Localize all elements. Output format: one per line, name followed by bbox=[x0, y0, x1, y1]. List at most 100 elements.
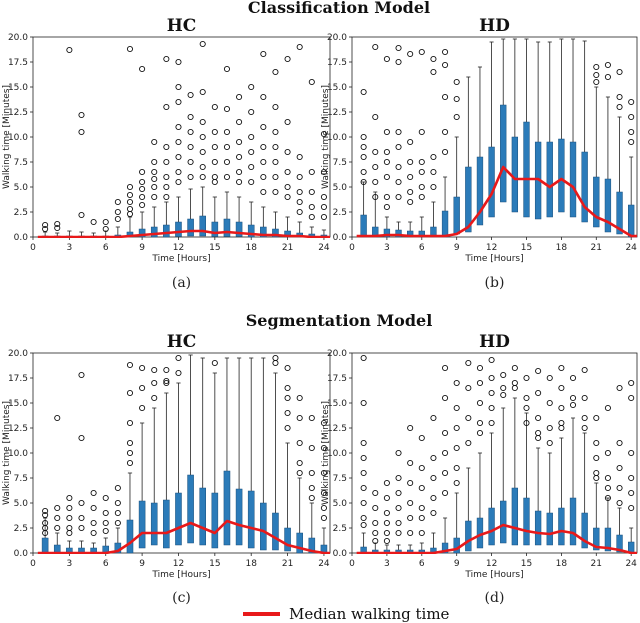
outlier-point bbox=[151, 168, 158, 176]
outlier-point bbox=[558, 384, 565, 392]
box bbox=[138, 228, 146, 238]
outlier-point bbox=[418, 128, 425, 136]
outlier-point bbox=[430, 414, 437, 422]
outlier-point bbox=[476, 399, 484, 407]
median-line bbox=[356, 523, 637, 554]
outlier-point bbox=[360, 514, 367, 522]
outlier-point bbox=[114, 215, 121, 223]
outlier-point bbox=[442, 61, 449, 69]
box bbox=[593, 527, 600, 551]
legend: Median walking time bbox=[243, 605, 450, 623]
outlier-point bbox=[54, 224, 61, 232]
outlier-point bbox=[383, 173, 390, 181]
outlier-point bbox=[628, 449, 635, 457]
outlier-point bbox=[372, 178, 379, 186]
outlier-point bbox=[236, 93, 243, 101]
box bbox=[260, 226, 267, 238]
outlier-point bbox=[163, 103, 170, 111]
outlier-point bbox=[78, 371, 85, 379]
y-tick-label: 7.5 bbox=[14, 158, 28, 168]
x-tick-label: 3 bbox=[67, 243, 73, 253]
outlier-point bbox=[78, 111, 85, 119]
x-tick-label: 12 bbox=[486, 559, 497, 569]
outlier-point bbox=[604, 61, 611, 69]
x-tick-label: 24 bbox=[318, 243, 330, 253]
y-tick-label: 5.0 bbox=[14, 183, 29, 193]
x-tick-label: 18 bbox=[245, 559, 257, 569]
y-tick-label: 7.5 bbox=[333, 158, 347, 168]
outlier-point bbox=[442, 449, 449, 457]
outlier-point bbox=[372, 193, 379, 201]
x-tick-label: 15 bbox=[209, 559, 220, 569]
outlier-point bbox=[308, 414, 315, 422]
outlier-point bbox=[126, 419, 134, 427]
box bbox=[546, 141, 553, 218]
x-tick-label: 15 bbox=[521, 559, 532, 569]
panel-caption: (c) bbox=[172, 590, 191, 606]
y-tick-label: 7.5 bbox=[333, 474, 347, 484]
x-tick-label: 15 bbox=[209, 243, 220, 253]
outlier-point bbox=[211, 103, 218, 111]
outlier-point bbox=[248, 108, 255, 116]
outlier-point bbox=[360, 143, 367, 151]
outlier-point bbox=[308, 494, 315, 502]
box bbox=[187, 218, 194, 237]
x-tick-label: 12 bbox=[486, 243, 497, 253]
outlier-point bbox=[139, 364, 146, 372]
outlier-point bbox=[465, 384, 472, 392]
y-tick-label: 0.0 bbox=[14, 549, 29, 559]
outlier-point bbox=[260, 93, 267, 101]
outlier-point bbox=[260, 158, 267, 166]
outlier-point bbox=[430, 68, 437, 76]
chart-panel: HD 0.0 2.5 5.0 7.5 10.0 12.5 15.0 17.5 20.0 0 3 6 9 12… bbox=[321, 332, 638, 606]
y-tick-label: 0.0 bbox=[333, 233, 348, 243]
outlier-point bbox=[372, 148, 379, 156]
outlier-point bbox=[616, 464, 623, 472]
box bbox=[260, 502, 267, 551]
outlier-point bbox=[430, 494, 437, 502]
y-tick-label: 10.0 bbox=[8, 449, 28, 459]
y-tick-label: 20.0 bbox=[327, 349, 347, 359]
box bbox=[199, 215, 206, 237]
outlier-point bbox=[260, 123, 267, 131]
outlier-point bbox=[372, 519, 379, 527]
x-tick-label: 0 bbox=[349, 559, 355, 569]
box bbox=[187, 474, 194, 544]
outlier-point bbox=[360, 354, 367, 362]
y-tick-label: 2.5 bbox=[14, 524, 28, 534]
outlier-point bbox=[372, 529, 379, 537]
x-tick-label: 9 bbox=[139, 243, 145, 253]
y-tick-label: 10.0 bbox=[8, 133, 28, 143]
outlier-point bbox=[139, 201, 146, 209]
outlier-point bbox=[175, 178, 182, 186]
outlier-point bbox=[320, 419, 327, 427]
x-axis-label: Time [Hours] bbox=[464, 570, 523, 580]
outlier-point bbox=[272, 103, 279, 111]
outlier-point bbox=[175, 98, 182, 106]
outlier-point bbox=[248, 178, 255, 186]
outlier-point bbox=[114, 519, 121, 527]
box bbox=[604, 527, 612, 552]
outlier-point bbox=[395, 529, 402, 537]
outlier-point bbox=[407, 158, 414, 166]
box bbox=[453, 537, 460, 554]
outlier-point bbox=[236, 118, 243, 126]
outlier-point bbox=[78, 499, 85, 507]
outlier-point bbox=[372, 537, 379, 545]
x-axis-label: Time [Hours] bbox=[464, 254, 523, 264]
outlier-point bbox=[199, 173, 206, 181]
outlier-point bbox=[199, 118, 206, 126]
box bbox=[581, 151, 588, 223]
outlier-point bbox=[442, 148, 449, 156]
outlier-point bbox=[430, 474, 437, 482]
box bbox=[235, 221, 243, 237]
outlier-point bbox=[604, 494, 611, 502]
box bbox=[150, 502, 158, 546]
box bbox=[223, 470, 231, 546]
box bbox=[126, 519, 134, 554]
outlier-point bbox=[308, 188, 315, 196]
box bbox=[138, 500, 146, 549]
outlier-point bbox=[320, 489, 327, 497]
outlier-point bbox=[308, 168, 315, 176]
